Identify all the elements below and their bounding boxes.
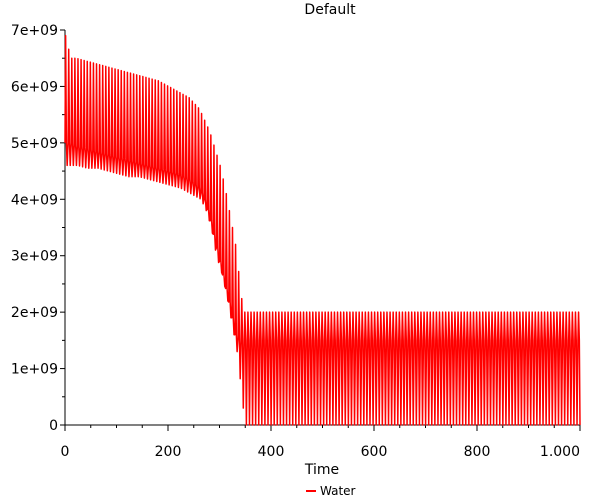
y-tick-label: 4e+09 — [11, 192, 58, 208]
legend-label-water: Water — [320, 484, 356, 498]
y-tick-label: 1e+09 — [11, 362, 58, 378]
x-tick-label: 600 — [361, 444, 388, 460]
x-tick-label: 200 — [155, 444, 182, 460]
x-tick-label: 1.000 — [540, 444, 580, 460]
y-tick-label: 7e+09 — [11, 23, 58, 39]
y-tick-label: 5e+09 — [11, 136, 58, 152]
y-ticks: 0 1e+09 2e+09 3e+09 4e+09 5e+09 6e+09 7e+09 — [11, 23, 65, 434]
plot-area: 0 1e+09 2e+09 3e+09 4e+09 5e+09 6e+09 7e+09 0 20… — [11, 23, 581, 460]
x-axis-label: Time — [304, 462, 339, 478]
x-tick-label: 0 — [61, 444, 70, 460]
y-tick-label: 6e+09 — [11, 79, 58, 95]
legend: Water — [306, 484, 356, 498]
series-line-water — [64, 34, 581, 426]
y-tick-label: 0 — [49, 418, 58, 434]
chart-title: Default — [304, 2, 356, 18]
x-ticks: 0 200 400 600 800 1.000 — [61, 425, 581, 460]
x-tick-label: 800 — [464, 444, 491, 460]
y-tick-label: 3e+09 — [11, 249, 58, 265]
x-tick-label: 400 — [258, 444, 285, 460]
y-tick-label: 2e+09 — [11, 305, 58, 321]
